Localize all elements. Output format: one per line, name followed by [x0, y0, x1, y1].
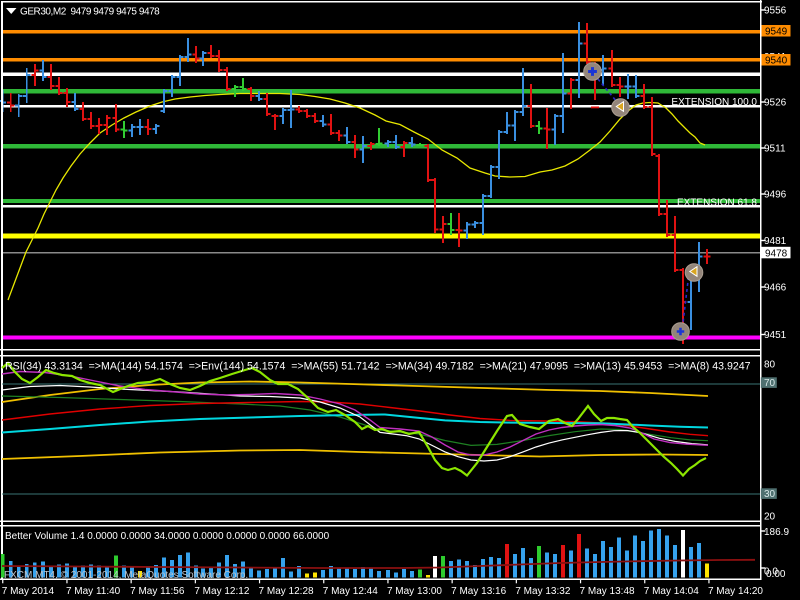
svg-text:7 May 13:32: 7 May 13:32	[515, 586, 570, 597]
svg-text:7 May 12:12: 7 May 12:12	[194, 586, 249, 597]
svg-text:7 May 11:56: 7 May 11:56	[130, 586, 185, 597]
svg-text:0.0: 0.0	[764, 567, 778, 578]
svg-text:80: 80	[764, 360, 776, 371]
svg-text:9466: 9466	[764, 283, 787, 294]
svg-text:9526: 9526	[764, 98, 787, 109]
svg-text:7 May 13:00: 7 May 13:00	[387, 586, 442, 597]
svg-text:FXCM MT4, © 2001-2014, MetaQuo: FXCM MT4, © 2001-2014, MetaQuotes Softwa…	[4, 570, 248, 581]
svg-text:9481: 9481	[764, 236, 787, 247]
svg-text:RSI(34) 43.3134 =>MA(144) 54.: RSI(34) 43.3134 =>MA(144) 54.1574 =>Env(…	[5, 361, 751, 373]
svg-text:9496: 9496	[764, 190, 787, 201]
svg-text:Better Volume 1.4 0.0000 0.000: Better Volume 1.4 0.0000 0.0000 34.0000 …	[5, 531, 330, 542]
svg-text:186.9: 186.9	[764, 527, 789, 538]
svg-text:7 May 13:48: 7 May 13:48	[580, 586, 635, 597]
svg-text:9549: 9549	[765, 27, 788, 38]
svg-text:EXTENSION 100.0: EXTENSION 100.0	[671, 97, 757, 108]
svg-text:20: 20	[764, 512, 776, 523]
svg-text:70: 70	[764, 378, 776, 389]
svg-text:9556: 9556	[764, 6, 787, 17]
svg-text:7 May 12:44: 7 May 12:44	[323, 586, 378, 597]
svg-text:7 May 13:16: 7 May 13:16	[451, 586, 506, 597]
svg-text:9540: 9540	[765, 56, 788, 67]
svg-text:7 May 14:20: 7 May 14:20	[708, 586, 763, 597]
svg-text:0.00: 0.00	[766, 569, 786, 580]
svg-text:EXTENSION 61.8: EXTENSION 61.8	[677, 198, 757, 209]
svg-text:30: 30	[764, 489, 776, 500]
svg-text:GER30,M2 9479 9479 9475 9478: GER30,M2 9479 9479 9475 9478	[20, 7, 160, 18]
svg-text:9451: 9451	[764, 330, 787, 341]
svg-text:7 May 12:28: 7 May 12:28	[259, 586, 314, 597]
svg-text:7 May 2014: 7 May 2014	[2, 586, 55, 597]
svg-text:7 May 14:04: 7 May 14:04	[644, 586, 699, 597]
svg-text:9478: 9478	[765, 248, 788, 259]
svg-text:7 May 11:40: 7 May 11:40	[66, 586, 121, 597]
svg-text:9511: 9511	[764, 144, 786, 155]
